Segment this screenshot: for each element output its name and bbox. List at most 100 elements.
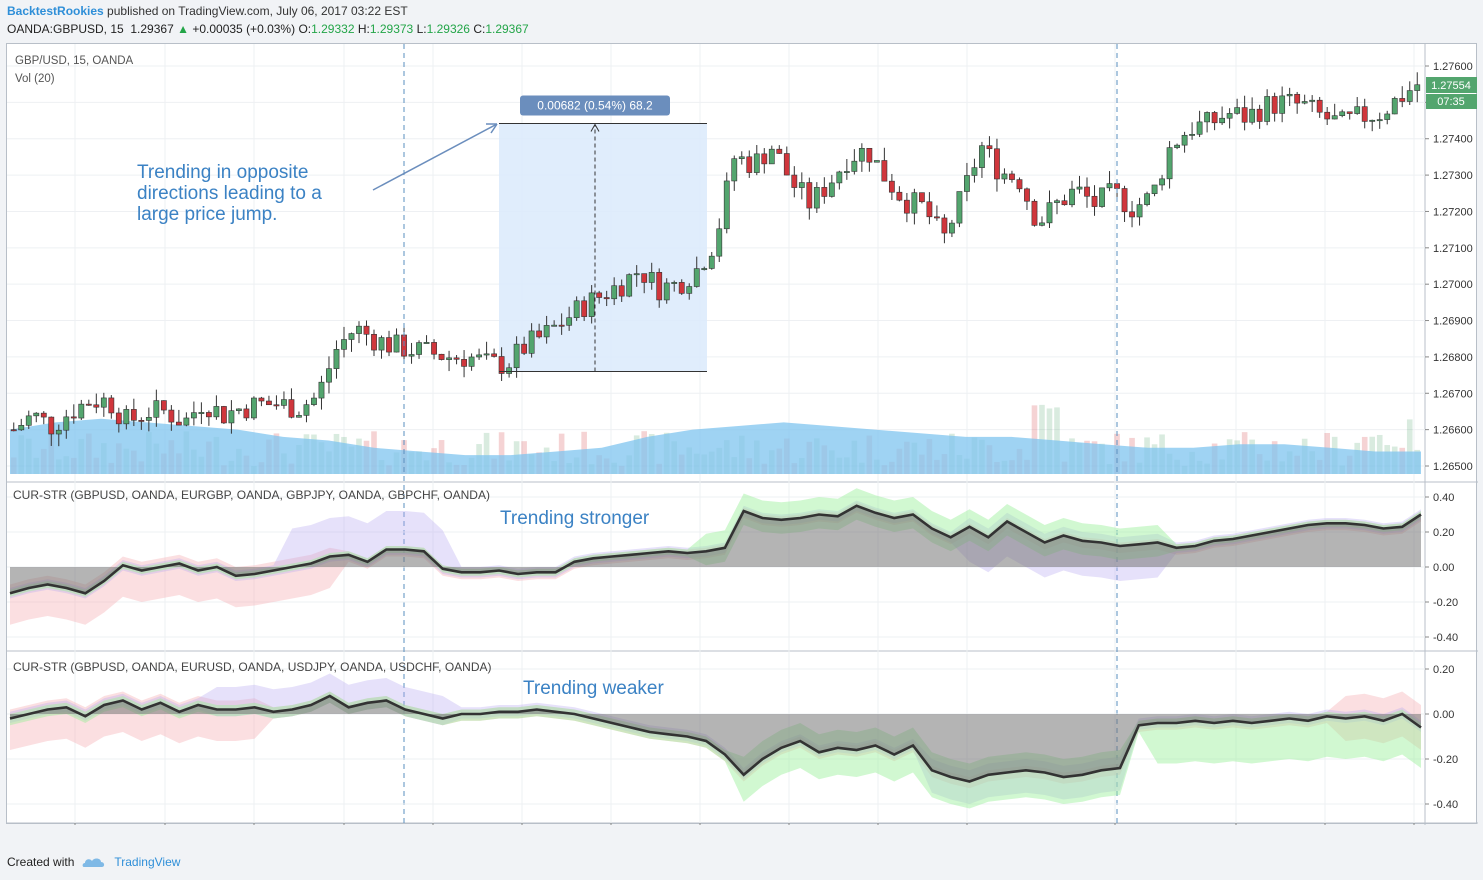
created-with-label: Created with	[7, 855, 75, 869]
candle-body	[1189, 133, 1195, 136]
candle-body	[558, 324, 565, 327]
measure-tool[interactable]: 0.00682 (0.54%) 68.2	[499, 95, 707, 372]
candle-body	[145, 417, 152, 421]
candle-body	[1369, 119, 1376, 122]
candle-body	[528, 330, 535, 354]
chart-container[interactable]: 0.00682 (0.54%) 68.2 Trending in opposit…	[6, 43, 1478, 825]
candle-body	[603, 297, 610, 300]
candle-body	[1046, 202, 1053, 224]
footer: Created with TradingView	[7, 855, 180, 869]
candle-body	[1136, 204, 1143, 218]
close-label: C:	[473, 22, 486, 36]
strength-line	[9, 504, 1422, 595]
candles	[10, 72, 1421, 447]
measure-box[interactable]	[499, 123, 707, 372]
candle-body	[25, 415, 32, 426]
candle-body	[1106, 183, 1113, 189]
candle-body	[1391, 98, 1398, 115]
time-axis[interactable]: 06:0009:0012:0015:0018:0021:002303:0006:…	[61, 823, 1428, 825]
candle-body	[911, 192, 918, 214]
candle-body	[596, 292, 603, 298]
candle-body	[198, 412, 205, 414]
candle-body	[1279, 95, 1286, 114]
candle-body	[363, 325, 370, 335]
candle-body	[1256, 108, 1263, 122]
candle-body	[446, 357, 452, 360]
candle-body	[979, 145, 985, 168]
candle-body	[63, 416, 70, 431]
high-label: H:	[357, 22, 370, 36]
candle-body	[1241, 107, 1248, 123]
chart-svg[interactable]: 0.00682 (0.54%) 68.2 Trending in opposit…	[7, 44, 1478, 825]
price-tick-label: 1.27000	[1433, 279, 1473, 291]
candle-body	[1226, 113, 1233, 119]
candle-body	[296, 415, 302, 418]
strength-base-area	[10, 696, 1421, 782]
price-tick-label: 1.26700	[1433, 388, 1473, 400]
candle-body	[708, 255, 715, 269]
candle-body	[836, 171, 843, 184]
price-tick-label: 1.26600	[1433, 425, 1473, 437]
close-value: 1.29367	[485, 22, 529, 36]
candle-body	[858, 147, 865, 162]
candle-body	[1129, 211, 1135, 218]
price-tick-label: 1.27200	[1433, 206, 1473, 218]
pane2-title[interactable]: CUR-STR (GBPUSD, OANDA, EURGBP, OANDA, G…	[13, 488, 490, 502]
measure-tag	[520, 95, 670, 116]
candle-body	[896, 191, 903, 201]
price-axis[interactable]: 1.26500 1.26600 1.26700 1.26800 1.26900 1.270…	[1425, 61, 1473, 811]
candle-body	[971, 167, 978, 176]
candle-body	[806, 182, 813, 209]
candle-body	[746, 156, 753, 173]
candle-body	[1361, 106, 1368, 122]
candle-body	[1024, 188, 1030, 202]
indicator-tick-label: 0.00	[1433, 562, 1454, 574]
price-legend-vol[interactable]: Vol (20)	[15, 73, 55, 85]
price-change: +0.00035 (+0.03%)	[192, 22, 296, 36]
annotation-line-3: large price jump.	[137, 204, 277, 225]
candle-body	[934, 216, 940, 219]
pane2-annotation[interactable]: Trending stronger	[500, 508, 650, 529]
price-tick-label: 1.27600	[1433, 61, 1473, 73]
candle-body	[138, 420, 145, 422]
candle-body	[581, 300, 588, 317]
ohlc-header: OANDA:GBPUSD, 15 1.29367 ▲ +0.00035 (+0.…	[7, 22, 529, 36]
candle-body	[153, 400, 160, 418]
candle-body	[964, 175, 970, 192]
candle-body	[498, 356, 505, 374]
candle-body	[438, 353, 445, 360]
candle-body	[551, 324, 558, 327]
candle-body	[18, 425, 25, 431]
candle-body	[663, 282, 670, 301]
candle-body	[408, 354, 415, 357]
candle-body	[843, 171, 850, 173]
candle-body	[1309, 99, 1316, 102]
tradingview-link[interactable]: TradingView	[114, 855, 181, 869]
candle-body	[378, 337, 385, 351]
tradingview-cloud-icon	[82, 856, 106, 868]
price-legend-symbol[interactable]: GBP/USD, 15, OANDA	[15, 55, 134, 67]
candle-body	[1114, 183, 1120, 189]
candle-body	[48, 416, 55, 435]
candle-body	[506, 367, 513, 374]
candle-body	[333, 349, 340, 369]
indicator-tick-label: 0.00	[1433, 709, 1454, 721]
candle-body	[273, 404, 280, 407]
pane3-title[interactable]: CUR-STR (GBPUSD, OANDA, EURUSD, OANDA, U…	[13, 660, 492, 674]
author-link[interactable]: BacktestRookies	[7, 4, 104, 18]
candle-body	[326, 368, 332, 383]
candle-body	[1324, 111, 1331, 120]
annotation-arrowhead-icon	[486, 123, 498, 134]
candle-body	[1346, 111, 1353, 114]
pane3-annotation[interactable]: Trending weaker	[523, 678, 664, 699]
candle-body	[986, 145, 993, 150]
candle-body	[1249, 108, 1256, 123]
candle-body	[543, 325, 550, 338]
candle-body	[821, 187, 828, 197]
candle-body	[1181, 134, 1188, 146]
candle-body	[1271, 96, 1278, 114]
candle-body	[753, 153, 760, 173]
candle-body	[70, 416, 77, 419]
price-annotation[interactable]: Trending in opposite directions leading …	[137, 123, 498, 225]
candle-body	[1399, 98, 1406, 102]
